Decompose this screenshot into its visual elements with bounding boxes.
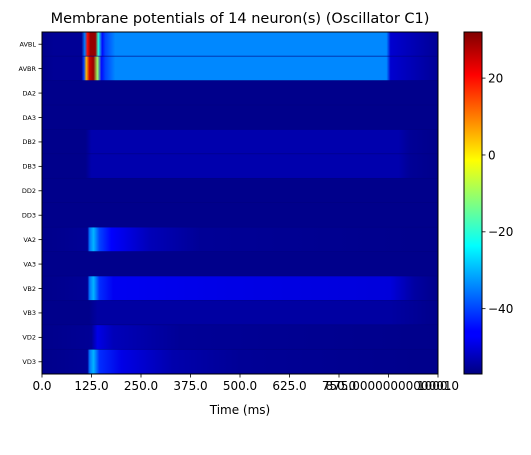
row-label-vb2: VB2 xyxy=(23,285,36,293)
heatmap-row-db3 xyxy=(42,154,438,178)
colorbar-tick-label: −20 xyxy=(488,225,513,239)
colorbar-ticks: 20 0 −20 −40 xyxy=(482,71,513,316)
chart-title: Membrane potentials of 14 neuron(s) (Osc… xyxy=(51,11,430,27)
row-label-avbl: AVBL xyxy=(19,41,36,49)
row-label-va2: VA2 xyxy=(23,236,36,244)
row-label-da2: DA2 xyxy=(23,89,36,97)
row-label-dd3: DD3 xyxy=(22,212,36,220)
heatmap-row-dd3 xyxy=(42,203,438,227)
row-label-vd3: VD3 xyxy=(22,358,36,366)
heatmap-rows xyxy=(42,32,438,374)
x-tick-label: 1000.0 xyxy=(417,379,459,393)
x-axis-label: Time (ms) xyxy=(209,403,271,417)
heatmap-row-vd3 xyxy=(42,349,438,374)
row-label-dd2: DD2 xyxy=(22,187,36,195)
row-label-va3: VA3 xyxy=(23,260,36,268)
heatmap-row-avbr xyxy=(42,56,438,81)
row-labels: AVBL AVBR DA2 DA3 DB2 DB3 DD2 DD3 VA2 VA3 VB2 VB3 VD… xyxy=(19,41,42,366)
heatmap-row-va3 xyxy=(42,251,438,276)
colorbar-tick-label: 0 xyxy=(488,148,496,162)
x-tick-label: 625.0 xyxy=(272,379,306,393)
row-label-db3: DB3 xyxy=(22,163,36,171)
heatmap-row-vb2 xyxy=(42,276,438,301)
heatmap-row-vd2 xyxy=(42,325,438,349)
x-tick-label: 750.0 xyxy=(322,379,356,393)
row-label-avbr: AVBR xyxy=(19,65,37,73)
heatmap-row-avbl xyxy=(42,32,438,56)
colorbar-tick-label: −40 xyxy=(488,302,513,316)
colorbar xyxy=(463,31,483,375)
x-tick-label: 375.0 xyxy=(173,379,207,393)
heatmap-row-dd2 xyxy=(42,178,438,203)
x-axis-ticks: 0.0 125.0 250.0 375.0 500.0 625.0 750.0875.000… xyxy=(32,374,459,393)
heatmap-row-vb3 xyxy=(42,300,438,325)
heatmap-row-db2 xyxy=(42,129,438,154)
x-tick-label: 875.0000000000001 xyxy=(326,379,452,393)
colorbar-tick-label: 20 xyxy=(488,71,503,85)
row-label-vb3: VB3 xyxy=(23,309,36,317)
x-tick-label: 500.0 xyxy=(223,379,257,393)
heatmap-row-va2 xyxy=(42,227,438,252)
heatmap-row-da3 xyxy=(42,105,438,130)
heatmap-row-da2 xyxy=(42,80,438,105)
row-label-vd2: VD2 xyxy=(22,334,36,342)
x-tick-label: 125.0 xyxy=(74,379,108,393)
row-label-db2: DB2 xyxy=(22,138,36,146)
row-label-da3: DA3 xyxy=(23,114,36,122)
x-tick-label: 250.0 xyxy=(124,379,158,393)
x-tick-label: 0.0 xyxy=(32,379,51,393)
